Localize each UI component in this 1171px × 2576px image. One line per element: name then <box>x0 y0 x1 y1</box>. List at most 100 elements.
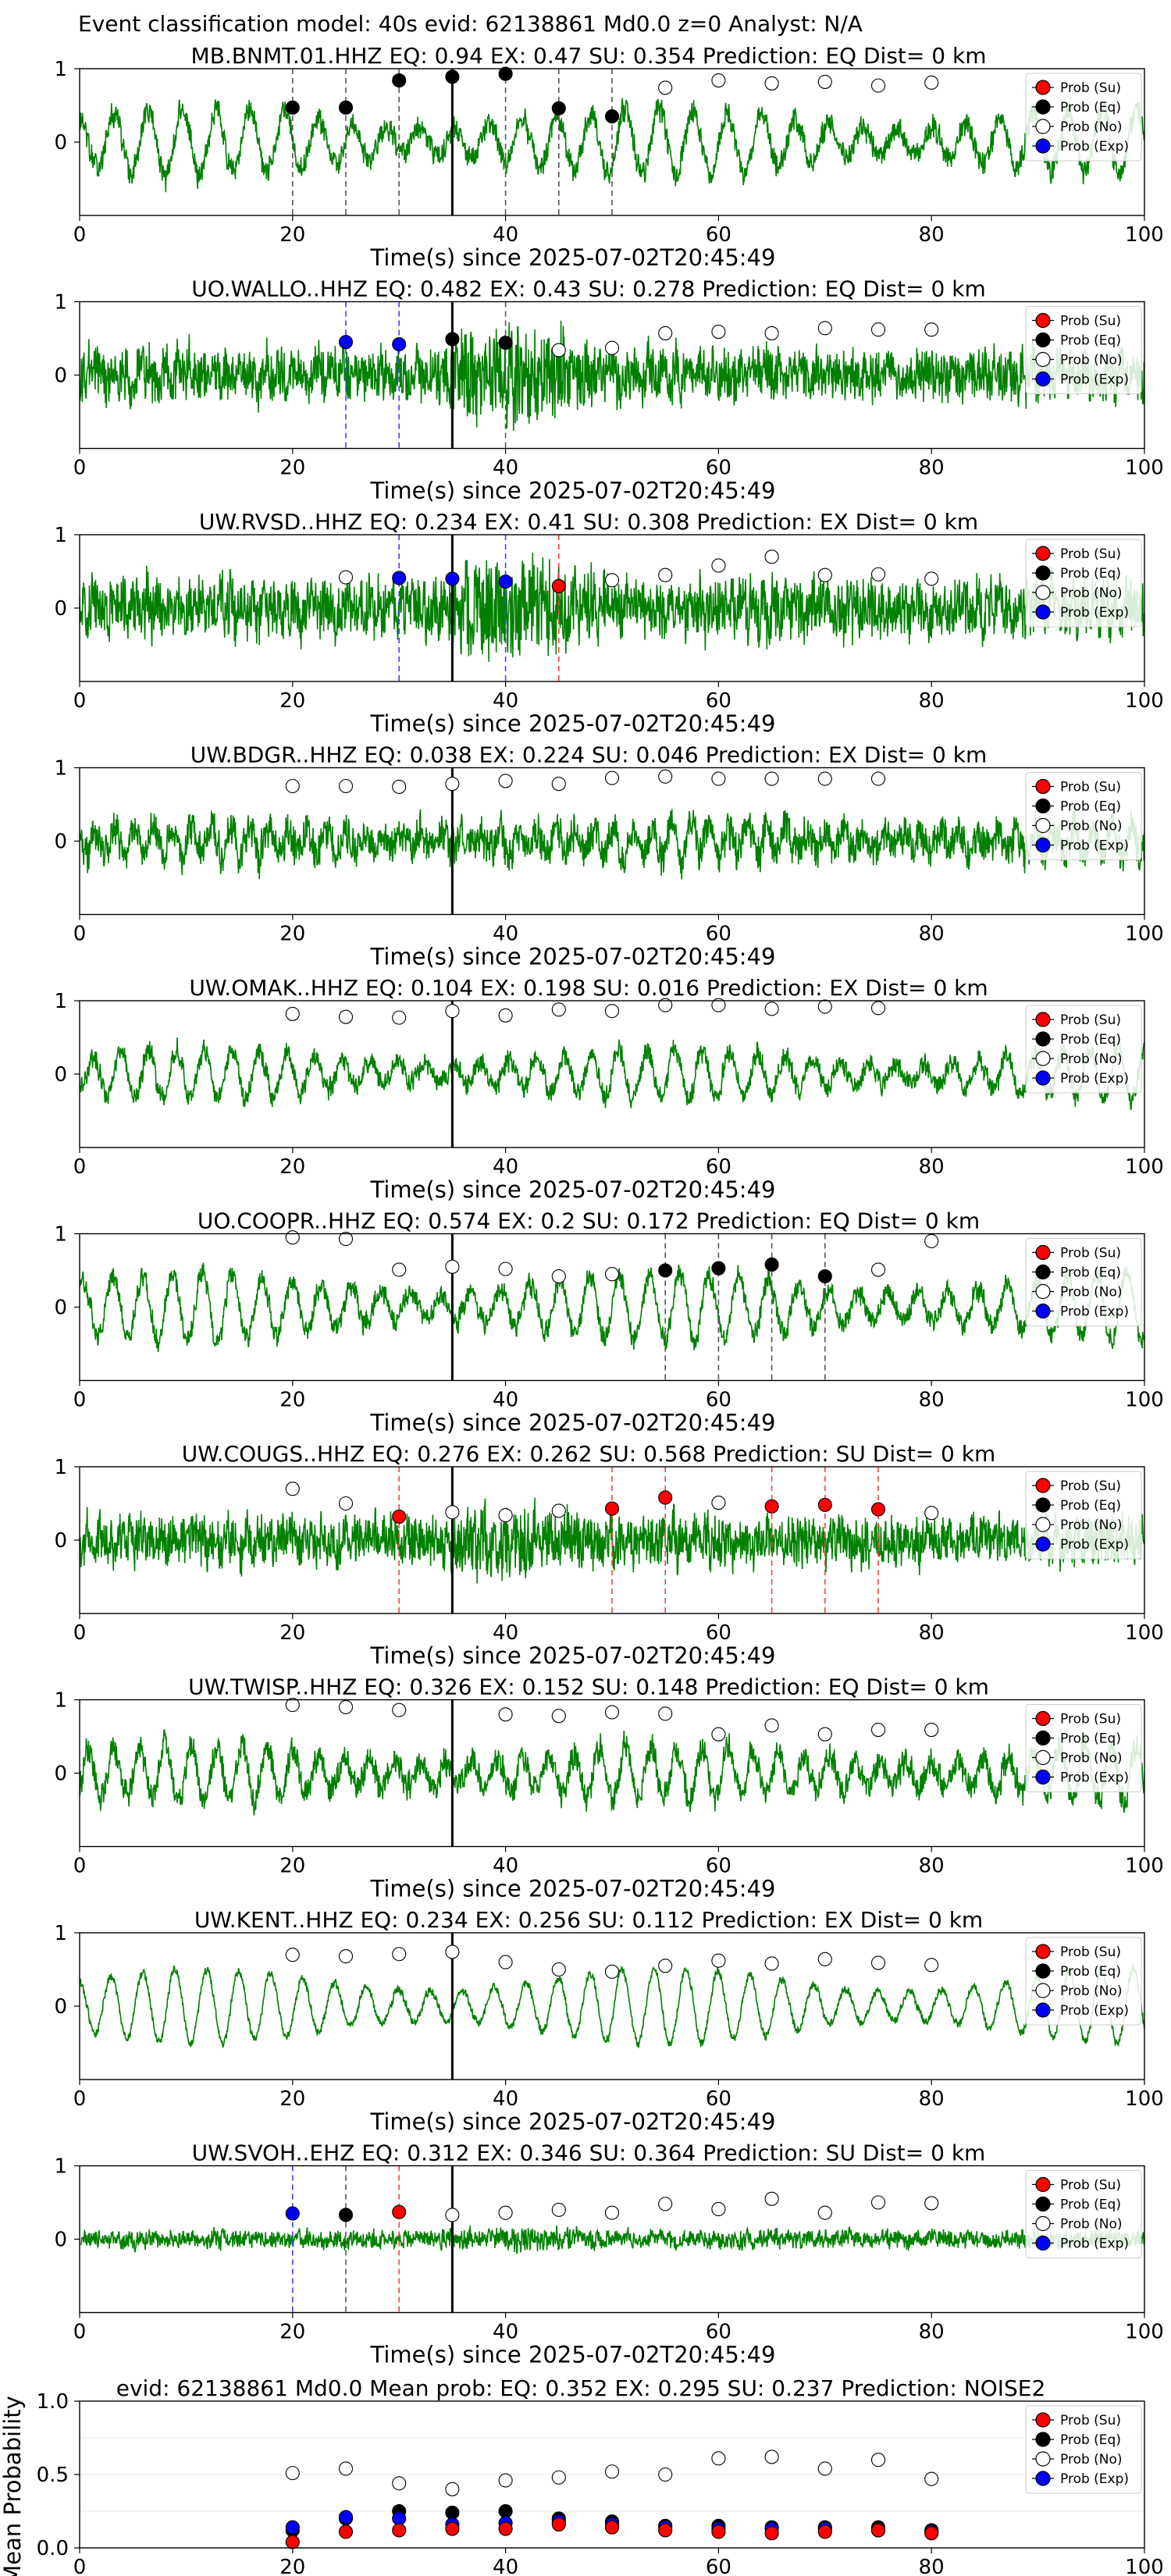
legend-label-su: Prob (Su) <box>1060 314 1121 329</box>
x-tick-label: 60 <box>706 2321 731 2344</box>
prob-marker-no <box>711 1727 726 1742</box>
prob-marker-no <box>498 1261 513 1276</box>
prob-marker-eq <box>445 332 460 347</box>
legend-label-exp: Prob (Exp) <box>1060 372 1129 388</box>
station-panel-5: UO.COOPR..HHZ EQ: 0.574 EX: 0.2 SU: 0.17… <box>54 1208 1163 1436</box>
legend-label-exp: Prob (Exp) <box>1060 2236 1129 2252</box>
panel-title: UO.COOPR..HHZ EQ: 0.574 EX: 0.2 SU: 0.17… <box>198 1208 980 1234</box>
mean-prob-point-exp <box>285 2520 300 2535</box>
summary-panel: evid: 62138861 Md0.0 Mean prob: EQ: 0.35… <box>0 2375 1164 2576</box>
mean-prob-point-su <box>498 2521 513 2536</box>
x-tick-label: 100 <box>1125 1855 1164 1878</box>
mean-prob-point-su <box>711 2524 726 2539</box>
x-axis-label: Time(s) since 2025-07-02T20:45:49 <box>370 244 776 271</box>
legend-marker-exp <box>1035 604 1051 620</box>
axes-frame <box>79 1699 1145 1848</box>
mean-prob-point-su <box>445 2521 460 2536</box>
legend-marker-no <box>1035 1051 1051 1066</box>
x-tick-label: 40 <box>493 2556 518 2576</box>
mean-prob-point-no <box>658 2467 673 2482</box>
prob-marker-no <box>551 1962 566 1977</box>
prob-marker-no <box>658 568 673 582</box>
prob-marker-no <box>338 778 354 794</box>
prob-marker-no <box>338 1949 354 1964</box>
prob-marker-no <box>924 571 939 586</box>
x-axis-label: Time(s) since 2025-07-02T20:45:49 <box>370 2342 776 2368</box>
legend-marker-exp <box>1035 2471 1051 2486</box>
prob-marker-eq <box>445 69 460 84</box>
legend-box <box>1025 73 1142 162</box>
prob-marker-eq <box>498 66 513 81</box>
legend-marker-exp <box>1035 138 1051 154</box>
legend-label-no: Prob (No) <box>1060 819 1123 834</box>
waveform-trace <box>80 1262 1144 1353</box>
waveform-trace <box>80 2225 1144 2254</box>
mean-prob-point-no <box>870 2453 886 2467</box>
legend-marker-su <box>1035 1012 1051 1027</box>
prob-marker-no <box>551 1503 566 1518</box>
prob-marker-eq <box>285 100 300 115</box>
legend-label-no: Prob (No) <box>1060 1051 1123 1067</box>
station-panel-6: UW.COUGS..HHZ EQ: 0.276 EX: 0.262 SU: 0.… <box>54 1441 1163 1669</box>
summary-y-axis-label: Mean Probability <box>0 2396 26 2576</box>
prob-marker-no <box>338 1699 354 1714</box>
legend-marker-eq <box>1035 1963 1051 1979</box>
x-tick-label: 40 <box>493 223 518 247</box>
legend-marker-su <box>1035 2412 1051 2428</box>
prob-marker-no <box>924 1958 939 1973</box>
mean-prob-point-su <box>551 2517 566 2532</box>
panel-title: UW.RVSD..HHZ EQ: 0.234 EX: 0.41 SU: 0.30… <box>199 509 978 535</box>
x-tick-label: 0 <box>73 2556 87 2576</box>
x-axis-label: Time(s) since 2025-07-02T20:45:49 <box>370 710 776 737</box>
legend-label-no: Prob (No) <box>1060 2217 1123 2233</box>
x-tick-label: 0 <box>73 2321 87 2344</box>
prob-marker-no <box>445 1944 460 1959</box>
summary-title: evid: 62138861 Md0.0 Mean prob: EQ: 0.35… <box>116 2375 1046 2401</box>
x-tick-label: 20 <box>279 1389 305 1412</box>
legend-marker-su <box>1035 2176 1051 2193</box>
mean-prob-point-exp <box>338 2510 354 2524</box>
y-tick-label: 1 <box>54 2155 67 2179</box>
legend-marker-exp <box>1035 2235 1051 2251</box>
prob-marker-no <box>817 1727 832 1742</box>
prob-marker-no <box>604 340 620 355</box>
prob-marker-no <box>817 74 832 89</box>
prob-marker-no <box>764 326 779 340</box>
legend-label-exp: Prob (Exp) <box>1060 1304 1129 1320</box>
station-panel-4: UW.OMAK..HHZ EQ: 0.104 EX: 0.198 SU: 0.0… <box>54 975 1163 1203</box>
legend-label-no: Prob (No) <box>1060 1984 1123 1999</box>
legend-marker-su <box>1035 1944 1051 1959</box>
legend-label-no: Prob (No) <box>1060 119 1123 135</box>
x-axis-label: Time(s) since 2025-07-02T20:45:49 <box>370 1876 776 1902</box>
mean-prob-point-exp <box>392 2511 407 2526</box>
mean-prob-point-su <box>658 2523 673 2538</box>
x-tick-label: 0 <box>73 223 87 247</box>
prob-marker-no <box>392 1703 407 1717</box>
panel-title: UO.WALLO..HHZ EQ: 0.482 EX: 0.43 SU: 0.2… <box>191 276 985 302</box>
legend-label-exp: Prob (Exp) <box>1060 2003 1129 2019</box>
legend-label-eq: Prob (Eq) <box>1060 1964 1121 1980</box>
station-panel-9: UW.SVOH..EHZ EQ: 0.312 EX: 0.346 SU: 0.3… <box>54 2140 1163 2368</box>
mean-prob-point-no <box>604 2464 620 2479</box>
prob-marker-no <box>658 998 673 1012</box>
legend-marker-no <box>1035 585 1051 600</box>
prob-marker-no <box>604 1705 620 1720</box>
x-tick-label: 20 <box>279 1155 305 1179</box>
prob-marker-no <box>764 1718 779 1733</box>
prob-marker-no <box>445 1004 460 1019</box>
prob-marker-eq <box>338 2208 354 2222</box>
prob-marker-no <box>817 568 832 582</box>
prob-marker-eq <box>338 100 354 115</box>
prob-marker-no <box>764 2191 779 2206</box>
prob-marker-no <box>924 1722 939 1738</box>
prob-marker-no <box>870 567 886 582</box>
legend-label-su: Prob (Su) <box>1060 2413 1121 2428</box>
y-tick-label: 0 <box>54 597 67 621</box>
legend-marker-no <box>1035 1517 1051 1532</box>
legend-marker-no <box>1035 1749 1051 1766</box>
x-tick-label: 100 <box>1125 457 1164 480</box>
panel-title: UW.TWISP..HHZ EQ: 0.326 EX: 0.152 SU: 0.… <box>188 1674 989 1700</box>
prob-marker-no <box>711 1496 726 1510</box>
prob-marker-no <box>445 1505 460 1520</box>
prob-marker-no <box>924 75 939 90</box>
